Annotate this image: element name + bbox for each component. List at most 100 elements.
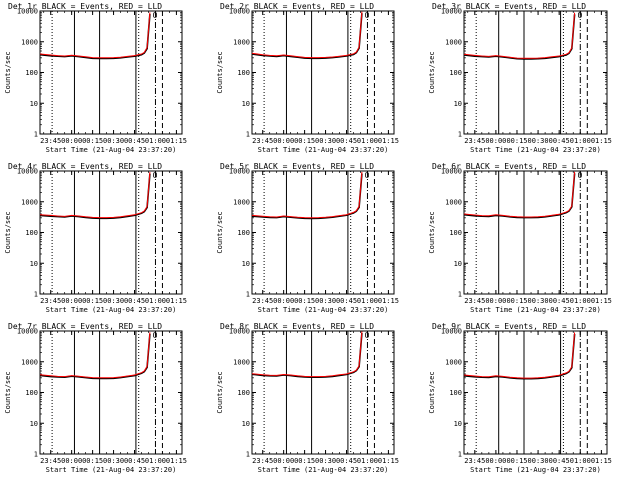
x-tick-label: 01:15 bbox=[166, 137, 187, 145]
series-line-events bbox=[39, 13, 151, 60]
x-tick-label: 00:00 bbox=[273, 297, 294, 305]
y-tick-label: 100 bbox=[449, 229, 462, 237]
y-tick-label: 1000 bbox=[233, 358, 250, 366]
spike-annotation: O bbox=[365, 171, 370, 180]
x-tick-label: 00:45 bbox=[549, 137, 570, 145]
y-tick-label: 10000 bbox=[17, 328, 38, 336]
spike-annotation: O bbox=[153, 171, 158, 180]
x-tick-label: 01:15 bbox=[591, 457, 612, 465]
y-tick-label: 1000 bbox=[233, 198, 250, 206]
plot-frame bbox=[463, 10, 608, 135]
y-tick-label: 1000 bbox=[445, 358, 462, 366]
detector-panel-2: Det 2r BLACK = Events, RED = LLD Counts/s… bbox=[216, 2, 399, 154]
y-axis-label: Counts/sec bbox=[216, 211, 224, 253]
series-line-lld bbox=[463, 171, 576, 218]
x-tick-label: 00:15 bbox=[294, 137, 315, 145]
detector-panel-3: Det 3r BLACK = Events, RED = LLD Counts/s… bbox=[428, 2, 612, 154]
plot-frame bbox=[463, 330, 608, 455]
x-tick-label: 23:45 bbox=[40, 457, 61, 465]
spike-annotation: O bbox=[153, 11, 158, 20]
x-tick-label: 00:30 bbox=[528, 137, 549, 145]
detector-panel-6: Det 6r BLACK = Events, RED = LLD Counts/s… bbox=[428, 162, 612, 314]
x-tick-label: 01:00 bbox=[357, 297, 378, 305]
y-tick-label: 10 bbox=[242, 260, 250, 268]
x-tick-label: 00:30 bbox=[103, 297, 124, 305]
x-tick-label: 00:45 bbox=[549, 457, 570, 465]
plot-frame bbox=[251, 330, 395, 455]
series-line-lld bbox=[39, 172, 151, 219]
x-tick-label: 01:15 bbox=[378, 137, 399, 145]
x-tick-label: 01:00 bbox=[145, 297, 166, 305]
x-tick-label: 00:00 bbox=[61, 457, 82, 465]
x-tick-label: 00:45 bbox=[124, 297, 145, 305]
x-tick-label: 00:30 bbox=[103, 137, 124, 145]
y-tick-label: 100 bbox=[25, 229, 38, 237]
y-tick-label: 10000 bbox=[229, 168, 250, 176]
series-line-events bbox=[463, 173, 576, 219]
panel-title: Det 2r BLACK = Events, RED = LLD bbox=[220, 2, 374, 11]
x-axis-label: Start Time (21-Aug-04 23:37:20) bbox=[46, 146, 177, 154]
y-tick-label: 100 bbox=[237, 389, 250, 397]
x-tick-label: 23:45 bbox=[40, 137, 61, 145]
y-tick-label: 10 bbox=[242, 420, 250, 428]
x-tick-label: 00:30 bbox=[315, 137, 336, 145]
x-tick-label: 01:15 bbox=[591, 137, 612, 145]
x-tick-label: 00:45 bbox=[336, 137, 357, 145]
y-tick-label: 10000 bbox=[229, 328, 250, 336]
spike-annotation: O bbox=[365, 11, 370, 20]
y-tick-label: 1 bbox=[458, 451, 462, 459]
x-tick-label: 01:00 bbox=[570, 457, 591, 465]
y-tick-label: 100 bbox=[449, 69, 462, 77]
series-line-lld bbox=[251, 331, 363, 378]
series-line-events bbox=[251, 332, 363, 379]
x-tick-label: 00:30 bbox=[103, 457, 124, 465]
x-tick-label: 01:00 bbox=[145, 137, 166, 145]
y-axis-label: Counts/sec bbox=[216, 371, 224, 413]
series-line-lld bbox=[463, 332, 576, 379]
x-tick-label: 00:30 bbox=[528, 457, 549, 465]
x-tick-label: 01:00 bbox=[145, 457, 166, 465]
y-tick-label: 1000 bbox=[21, 38, 38, 46]
panel-title: Det 8r BLACK = Events, RED = LLD bbox=[220, 322, 374, 331]
series-line-lld bbox=[39, 332, 151, 379]
y-tick-label: 10000 bbox=[229, 8, 250, 16]
x-tick-label: 00:15 bbox=[82, 457, 103, 465]
spike-annotation: O bbox=[577, 171, 582, 180]
panel-title: Det 3r BLACK = Events, RED = LLD bbox=[432, 2, 586, 11]
detector-panel-9: Det 9r BLACK = Events, RED = LLD Counts/s… bbox=[428, 322, 612, 474]
series-line-lld bbox=[39, 12, 151, 59]
y-axis-label: Counts/sec bbox=[4, 371, 12, 413]
x-tick-label: 01:00 bbox=[357, 457, 378, 465]
x-tick-label: 00:15 bbox=[82, 137, 103, 145]
y-tick-label: 1000 bbox=[21, 198, 38, 206]
x-tick-label: 00:45 bbox=[549, 297, 570, 305]
detector-panel-5: Det 5r BLACK = Events, RED = LLD Counts/s… bbox=[216, 162, 399, 314]
x-tick-label: 01:00 bbox=[570, 137, 591, 145]
panel-title: Det 9r BLACK = Events, RED = LLD bbox=[432, 322, 586, 331]
detector-panel-1: Det 1r BLACK = Events, RED = LLD Counts/s… bbox=[4, 2, 187, 154]
x-tick-label: 00:30 bbox=[315, 297, 336, 305]
x-axis-label: Start Time (21-Aug-04 23:37:20) bbox=[46, 306, 177, 314]
y-tick-label: 10 bbox=[242, 100, 250, 108]
panel-title: Det 5r BLACK = Events, RED = LLD bbox=[220, 162, 374, 171]
x-tick-label: 00:00 bbox=[485, 457, 506, 465]
panel-title: Det 6r BLACK = Events, RED = LLD bbox=[432, 162, 586, 171]
x-tick-label: 00:45 bbox=[124, 137, 145, 145]
x-tick-label: 00:30 bbox=[315, 457, 336, 465]
y-tick-label: 1 bbox=[458, 291, 462, 299]
y-tick-label: 1 bbox=[34, 131, 38, 139]
x-tick-label: 00:45 bbox=[336, 457, 357, 465]
series-line-lld bbox=[463, 12, 576, 59]
x-tick-label: 00:15 bbox=[506, 297, 527, 305]
panel-title: Det 1r BLACK = Events, RED = LLD bbox=[8, 2, 162, 11]
y-tick-label: 10 bbox=[30, 260, 38, 268]
x-tick-label: 00:15 bbox=[294, 297, 315, 305]
y-tick-label: 1 bbox=[34, 451, 38, 459]
y-tick-label: 1 bbox=[246, 451, 250, 459]
y-tick-label: 10000 bbox=[441, 168, 462, 176]
plot-frame bbox=[251, 10, 395, 135]
y-tick-label: 10000 bbox=[17, 8, 38, 16]
x-axis-label: Start Time (21-Aug-04 23:37:20) bbox=[46, 466, 177, 474]
x-tick-label: 23:45 bbox=[40, 297, 61, 305]
detector-panel-4: Det 4r BLACK = Events, RED = LLD Counts/s… bbox=[4, 162, 187, 314]
